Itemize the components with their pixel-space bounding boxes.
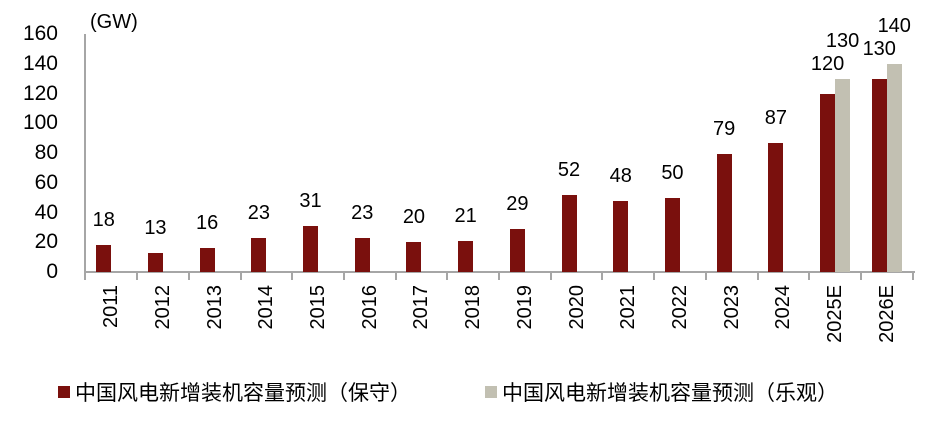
bar-label-conservative-2017: 20 (402, 206, 426, 229)
x-axis-label-2017: 2017 (410, 285, 433, 330)
y-tick-label: 0 (46, 260, 58, 283)
bar-conservative-2022 (664, 197, 680, 272)
x-axis-label-2014: 2014 (255, 285, 278, 330)
legend-item-optimistic: 中国风电新增装机容量预测（乐观） (485, 378, 838, 406)
x-axis-label-2016: 2016 (358, 285, 381, 330)
bar-conservative-2017 (406, 242, 422, 272)
x-axis-line (84, 271, 915, 273)
x-axis-tick (394, 273, 397, 280)
x-axis-tick (187, 273, 190, 280)
bar-label-conservative-2025E: 120 (810, 52, 845, 75)
legend-swatch-conservative-icon (58, 386, 70, 398)
bar-label-conservative-2024: 87 (764, 106, 787, 129)
bar-label-conservative-2016: 23 (351, 201, 374, 224)
bar-conservative-2013 (199, 248, 215, 272)
y-tick-label: 160 (22, 22, 58, 45)
legend-label-optimistic: 中国风电新增装机容量预测（乐观） (502, 382, 838, 405)
y-tick-label: 40 (34, 200, 58, 224)
x-axis-label-2023: 2023 (720, 285, 743, 330)
x-axis-tick (446, 273, 449, 280)
x-axis-label-2024: 2024 (772, 285, 795, 330)
y-axis-unit-label: (GW) (90, 11, 138, 33)
bar-label-conservative-2022: 50 (661, 161, 684, 184)
bar-label-conservative-2026E: 130 (862, 37, 896, 60)
x-axis-tick (653, 273, 656, 280)
x-axis-label-2011: 2011 (100, 285, 123, 329)
bar-conservative-2015 (303, 225, 319, 272)
y-tick-label: 80 (34, 141, 58, 164)
legend-item-conservative: 中国风电新增装机容量预测（保守） (58, 378, 411, 406)
bar-conservative-2024 (768, 142, 784, 272)
x-axis-tick (498, 273, 500, 280)
y-tick-label: 120 (22, 81, 58, 105)
x-axis-tick (291, 273, 294, 280)
y-tick-label: 100 (22, 111, 58, 135)
x-axis-tick (549, 273, 552, 280)
bar-conservative-2016 (354, 237, 370, 272)
x-axis-label-2020: 2020 (565, 285, 588, 330)
bar-conservative-2026E (871, 78, 887, 272)
legend-label-conservative: 中国风电新增装机容量预测（保守） (75, 382, 411, 405)
x-axis-tick (756, 273, 759, 280)
x-axis-tick (808, 273, 811, 280)
y-tick-label: 60 (34, 170, 58, 194)
bar-label-conservative-2023: 79 (713, 118, 736, 141)
x-axis-tick (342, 273, 345, 280)
bar-label-conservative-2021: 48 (609, 164, 632, 187)
bar-conservative-2019 (509, 228, 525, 272)
x-axis-tick (911, 273, 914, 280)
bar-conservative-2018 (458, 240, 474, 272)
bar-label-optimistic-2026E: 140 (877, 14, 911, 37)
legend: 中国风电新增装机容量预测（保守） 中国风电新增装机容量预测（乐观） (0, 378, 934, 408)
x-axis-tick (136, 273, 139, 280)
bar-conservative-2021 (613, 200, 629, 272)
bar-conservative-2014 (251, 237, 267, 272)
x-axis-tick (84, 273, 87, 280)
x-axis-label-2019: 2019 (513, 285, 536, 330)
bar-label-conservative-2013: 16 (196, 212, 219, 235)
bar-label-conservative-2012: 13 (144, 216, 167, 239)
y-axis-line (84, 34, 86, 274)
x-axis-label-2018: 2018 (462, 285, 485, 330)
x-axis-label-2025E: 2025E (824, 285, 847, 343)
x-axis-tick (239, 273, 242, 280)
bar-conservative-2012 (147, 252, 163, 272)
bar-optimistic-2025E (835, 78, 851, 272)
bar-conservative-2023 (716, 154, 732, 272)
x-axis-tick (859, 273, 862, 280)
bar-conservative-2025E (820, 93, 836, 272)
x-axis-tick (601, 273, 604, 280)
x-axis-label-2022: 2022 (668, 285, 691, 330)
bar-label-conservative-2011: 18 (92, 209, 115, 232)
bar-conservative-2020 (561, 194, 577, 272)
x-axis-label-2021: 2021 (617, 285, 640, 330)
bar-label-conservative-2018: 21 (454, 204, 477, 227)
y-tick-label: 20 (34, 230, 58, 254)
bar-label-optimistic-2025E: 130 (825, 29, 860, 52)
x-axis-label-2013: 2013 (203, 285, 226, 330)
y-tick-label: 140 (22, 51, 58, 75)
x-axis-label-2015: 2015 (307, 285, 330, 330)
x-axis-tick (704, 273, 707, 280)
x-axis-label-2012: 2012 (151, 285, 174, 330)
bar-conservative-2011 (96, 245, 112, 272)
x-axis-label-2026E: 2026E (875, 285, 898, 343)
bar-label-conservative-2020: 52 (557, 158, 581, 181)
bar-optimistic-2026E (886, 63, 902, 272)
bar-label-conservative-2014: 23 (247, 201, 270, 224)
bar-label-conservative-2019: 29 (506, 192, 529, 215)
bar-label-conservative-2015: 31 (299, 189, 322, 212)
legend-swatch-optimistic-icon (485, 386, 497, 398)
